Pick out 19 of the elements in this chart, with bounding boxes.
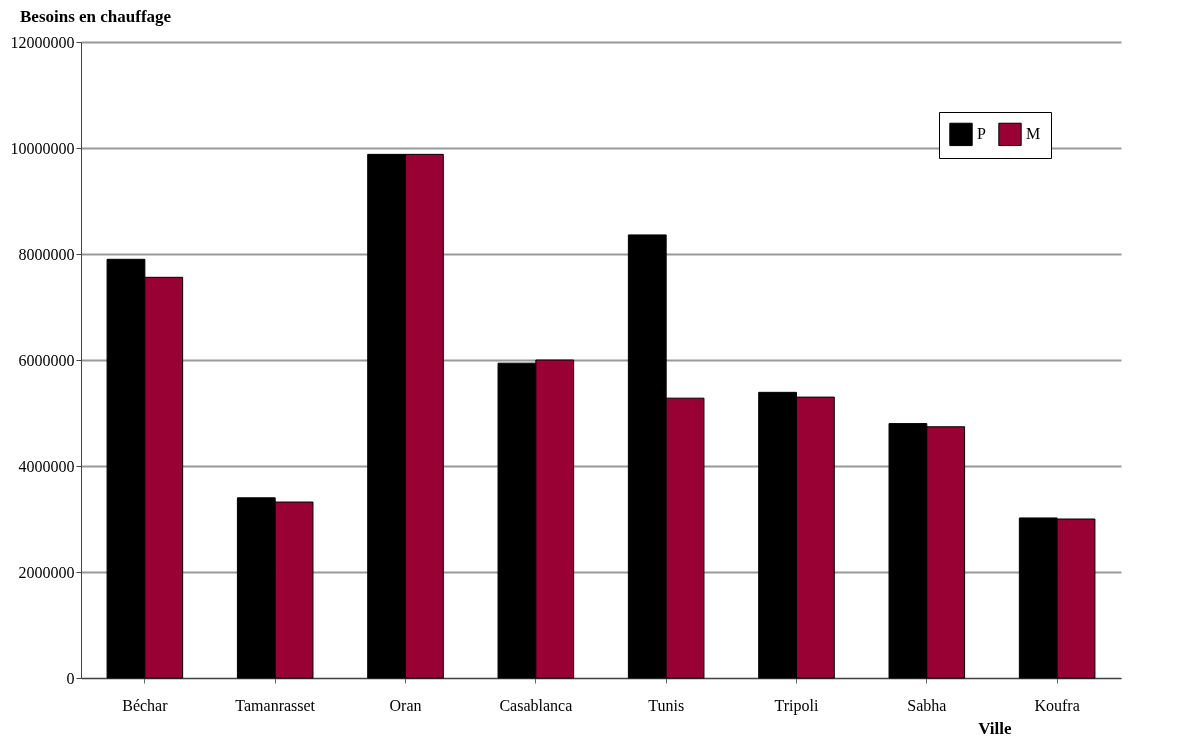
y-tick-label: 8000000 [18, 245, 75, 263]
y-tick-label: 10000000 [10, 139, 75, 157]
y-tick-label: 0 [66, 669, 75, 687]
x-tick-label: Oran [389, 696, 422, 714]
chart-title: Besoins en chauffage [20, 7, 172, 26]
x-tick-label: Béchar [122, 696, 169, 714]
x-axis-title: Ville [978, 718, 1012, 738]
x-tick-label: Koufra [1034, 696, 1080, 714]
x-tick-label: Tripoli [774, 696, 819, 715]
legend-label: P [977, 125, 986, 143]
y-tick-label: 6000000 [18, 351, 75, 369]
y-tick-label: 2000000 [18, 563, 75, 581]
x-tick-label: Tamanrasset [235, 696, 316, 714]
x-tick-label: Tunis [648, 696, 685, 714]
legend-label: M [1026, 125, 1041, 143]
y-tick-label: 12000000 [10, 33, 75, 51]
y-tick-label: 4000000 [18, 457, 75, 475]
x-tick-label: Casablanca [499, 696, 573, 714]
x-tick-label: Sabha [907, 696, 947, 714]
